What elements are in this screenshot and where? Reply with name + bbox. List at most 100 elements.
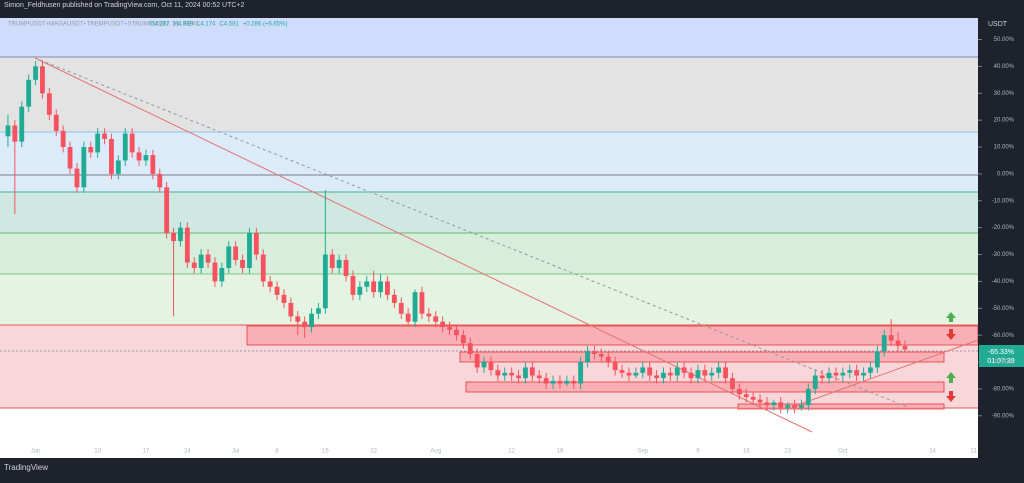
zone-lines <box>0 56 978 409</box>
candle-body <box>405 313 411 322</box>
candle-body <box>26 79 32 107</box>
x-tick-label: Jun <box>31 449 41 455</box>
x-tick-label: 22 <box>370 449 377 455</box>
candle-body <box>129 133 135 153</box>
candle-body <box>743 394 749 397</box>
candle-body <box>502 372 508 376</box>
candle-body <box>60 130 66 148</box>
candle-body <box>302 321 308 328</box>
candle-body <box>868 367 873 373</box>
candle-body <box>274 286 280 295</box>
price-tag <box>979 345 1024 367</box>
y-tick-label: 0.00% <box>997 171 1015 177</box>
candle-body <box>12 125 18 142</box>
candle-body <box>750 396 756 400</box>
candle-body <box>391 294 397 303</box>
candle-body <box>281 294 287 303</box>
candle-body <box>481 362 487 368</box>
x-tick-label: 10 <box>94 449 101 455</box>
y-tick-label: -40.00% <box>992 279 1015 285</box>
y-tick-label: -20.00% <box>992 225 1015 231</box>
candle-body <box>467 343 473 354</box>
candle-body <box>757 399 763 403</box>
support-box <box>737 403 945 410</box>
candle-body <box>902 345 908 350</box>
candle-body <box>895 340 901 346</box>
candle-body <box>605 356 611 363</box>
candle-body <box>647 367 653 376</box>
candle-body <box>571 380 577 384</box>
candle-body <box>702 370 708 376</box>
candle-body <box>447 327 452 330</box>
support-box <box>465 381 945 393</box>
candle-body <box>681 367 687 373</box>
candle-body <box>143 155 149 161</box>
candle-body <box>771 402 777 406</box>
symbol: TRUMPUSDT+MAGAUSDT+TREMPUSDT+STRUMPUSDT,… <box>8 22 201 28</box>
legend-value: C4.581 <box>219 22 239 28</box>
candle-body <box>764 402 770 406</box>
x-tick-label: Oct <box>838 449 848 455</box>
candle-body <box>598 353 604 357</box>
x-tick-label: 21 <box>971 449 978 455</box>
candle-body <box>122 133 128 161</box>
candle-body <box>226 246 232 268</box>
candle-body <box>336 259 342 268</box>
candle-body <box>495 370 501 376</box>
candle-body <box>398 302 404 314</box>
candle-body <box>198 254 204 268</box>
zone <box>0 57 978 132</box>
candle-body <box>888 335 894 341</box>
candle-body <box>136 152 142 161</box>
candle-body <box>516 375 521 379</box>
candle-body <box>212 262 218 282</box>
candle-body <box>585 351 590 363</box>
x-tick-label: 12 <box>508 449 515 455</box>
candle-body <box>723 367 728 379</box>
candle-body <box>626 372 632 376</box>
axis-unit: USDT <box>988 21 1008 28</box>
arrow-up <box>946 372 956 383</box>
y-tick-label: 40.00% <box>994 64 1015 70</box>
candle-body <box>378 281 383 293</box>
candle-body <box>840 372 846 376</box>
candle-body <box>316 308 321 314</box>
resistance-box <box>459 351 945 363</box>
candle-body <box>730 378 735 389</box>
publisher: Simon_Feldhusen published on TradingView… <box>4 2 245 9</box>
candle-body <box>881 335 887 352</box>
candle-body <box>157 173 163 188</box>
legend-value: O4.267 <box>150 22 170 28</box>
candle-body <box>426 313 432 317</box>
candle-body <box>364 281 370 287</box>
candle-body <box>819 375 825 379</box>
candle-body <box>385 281 390 295</box>
y-tick-label: -50.00% <box>992 306 1015 312</box>
candle-body <box>184 227 190 263</box>
y-tick-label: -90.00% <box>992 413 1015 419</box>
candle-body <box>509 372 515 376</box>
candle-body <box>115 160 121 174</box>
candle-body <box>778 402 784 408</box>
candle-body <box>543 378 549 384</box>
candle-body <box>33 66 38 80</box>
candle-body <box>67 147 73 169</box>
candle-body <box>309 313 314 328</box>
candle-body <box>661 372 666 379</box>
candle-body <box>523 367 528 379</box>
candle-body <box>847 370 853 373</box>
candle-body <box>564 380 570 384</box>
candle-body <box>633 372 639 376</box>
candle-body <box>109 138 114 174</box>
legend-value: +0.286 (+6.65%) <box>243 22 288 28</box>
candle-body <box>102 133 107 139</box>
candle-body <box>74 168 80 188</box>
zone <box>0 132 978 192</box>
candle-body <box>178 227 183 242</box>
candle-body <box>536 375 542 379</box>
zone <box>0 274 978 325</box>
y-tick-label: -80.00% <box>992 387 1015 393</box>
candle-body <box>357 286 363 295</box>
arrow-down <box>946 391 956 402</box>
